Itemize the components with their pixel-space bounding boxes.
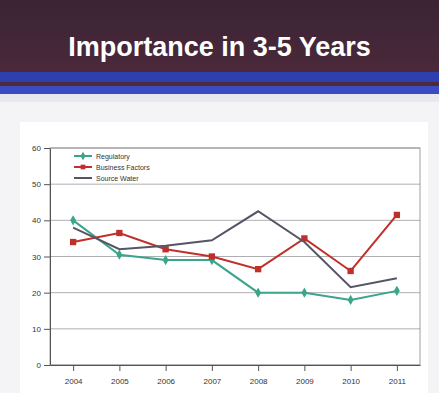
header-stripe: [0, 94, 439, 102]
marker: [255, 266, 261, 272]
tick-mark: [44, 220, 50, 221]
title: Importance in 3-5 Years: [68, 32, 371, 62]
grid: [50, 148, 420, 365]
grid-line: [50, 256, 420, 257]
marker: [348, 295, 354, 305]
tick-mark: [304, 365, 305, 371]
tick-label: 20: [32, 289, 41, 298]
legend-label: Business Factors: [96, 164, 150, 171]
tick-mark: [119, 365, 120, 371]
plot-frame: [50, 148, 420, 365]
tick-label: 2005: [111, 377, 129, 386]
slide: Importance in 3-5 Years 0 10 20 30 40 50 60 2004…: [0, 0, 439, 393]
tick: 20: [32, 289, 50, 298]
tick: 2004: [65, 365, 83, 386]
marker: [116, 230, 122, 236]
legend-label: Source Water: [96, 175, 139, 182]
marker: [116, 250, 122, 260]
header-stripe: [0, 72, 439, 82]
tick-label: 2008: [250, 377, 268, 386]
tick: 50: [32, 180, 50, 189]
legend: Regulatory Business Factors Source Water: [74, 152, 150, 182]
marker: [70, 215, 76, 225]
tick-mark: [351, 365, 352, 371]
marker: [301, 288, 307, 298]
series-line: [73, 215, 397, 271]
legend-marker: [81, 165, 86, 170]
chart-panel: [20, 122, 428, 393]
header-bg: [0, 0, 439, 92]
tick-mark: [44, 293, 50, 294]
plot-area: [70, 211, 400, 305]
axis-line: [51, 365, 421, 366]
tick-label: 2009: [296, 377, 314, 386]
tick: 2006: [157, 365, 175, 386]
grid-line: [50, 328, 420, 329]
x-axis: 2004 2005 2006 2007 2008 2009 2010 2011: [51, 365, 421, 386]
markers: [70, 212, 400, 274]
tick: 2007: [203, 365, 221, 386]
tick-label: 2006: [157, 377, 175, 386]
tick-mark: [44, 329, 50, 330]
tick-mark: [44, 184, 50, 185]
y-axis: 0 10 20 30 40 50 60: [32, 144, 50, 370]
header-stripe: [0, 86, 439, 94]
tick-mark: [44, 148, 50, 149]
marker: [394, 212, 400, 218]
tick-label: 0: [37, 361, 42, 370]
series-line: [73, 220, 397, 300]
marker: [209, 253, 215, 259]
tick-label: 40: [32, 216, 41, 225]
tick-mark: [73, 365, 74, 371]
tick-label: 2011: [389, 377, 407, 386]
tick-label: 30: [32, 253, 41, 262]
tick-mark: [258, 365, 259, 371]
tick: 0: [37, 361, 50, 370]
tick: 60: [32, 144, 50, 153]
legend-marker: [80, 152, 85, 161]
grid-line: [50, 292, 420, 293]
series-line: [73, 211, 397, 287]
marker: [163, 255, 169, 265]
tick: 2009: [296, 365, 314, 386]
marker: [70, 239, 76, 245]
legend-label: Regulatory: [96, 153, 130, 161]
tick-label: 10: [32, 325, 41, 334]
tick-mark: [166, 365, 167, 371]
markers: [70, 215, 400, 305]
tick: 2010: [342, 365, 360, 386]
marker: [255, 288, 261, 298]
tick: 10: [32, 325, 50, 334]
tick: 30: [32, 253, 50, 262]
tick: 40: [32, 216, 50, 225]
tick-mark: [212, 365, 213, 371]
grid-line: [50, 220, 420, 221]
legend-swatch: [74, 177, 92, 179]
tick-mark: [44, 257, 50, 258]
tick-mark: [44, 365, 50, 366]
tick-label: 2007: [203, 377, 221, 386]
slide-body: [0, 102, 439, 393]
tick-label: 2004: [65, 377, 83, 386]
tick-label: 60: [32, 144, 41, 153]
marker: [394, 286, 400, 296]
marker: [347, 268, 353, 274]
tick-label: 50: [32, 180, 41, 189]
tick-label: 2010: [342, 377, 360, 386]
tick: 2008: [250, 365, 268, 386]
marker: [162, 246, 168, 252]
grid-line: [50, 184, 420, 185]
axis-line: [50, 149, 51, 366]
tick: 2005: [111, 365, 129, 386]
tick-mark: [397, 365, 398, 371]
tick: 2011: [389, 365, 407, 386]
